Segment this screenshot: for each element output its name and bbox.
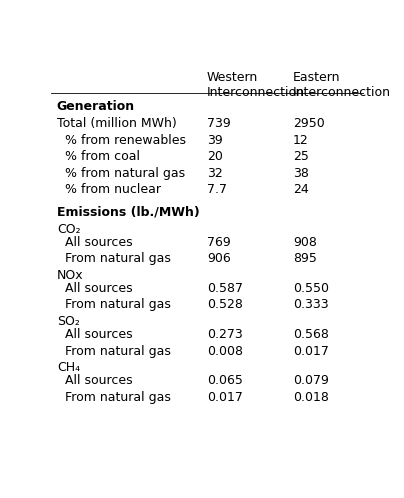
Text: 0.550: 0.550 [293,282,329,295]
Text: 0.065: 0.065 [207,374,243,387]
Text: 0.008: 0.008 [207,345,243,358]
Text: From natural gas: From natural gas [57,298,170,311]
Text: From natural gas: From natural gas [57,252,170,265]
Text: CH₄: CH₄ [57,361,80,374]
Text: 25: 25 [293,150,309,163]
Text: % from renewables: % from renewables [57,133,186,146]
Text: All sources: All sources [57,236,133,249]
Text: 0.528: 0.528 [207,298,243,311]
Text: 908: 908 [293,236,317,249]
Text: 38: 38 [293,166,309,179]
Text: 0.079: 0.079 [293,374,329,387]
Text: 0.568: 0.568 [293,328,329,341]
Text: 24: 24 [293,183,309,196]
Text: Western
Interconnection: Western Interconnection [207,71,305,99]
Text: 895: 895 [293,252,317,265]
Text: 0.587: 0.587 [207,282,243,295]
Text: 32: 32 [207,166,223,179]
Text: 0.273: 0.273 [207,328,243,341]
Text: All sources: All sources [57,282,133,295]
Text: 0.018: 0.018 [293,391,329,404]
Text: From natural gas: From natural gas [57,345,170,358]
Text: 0.017: 0.017 [293,345,329,358]
Text: 0.017: 0.017 [207,391,243,404]
Text: 2950: 2950 [293,117,325,130]
Text: Emissions (lb./MWh): Emissions (lb./MWh) [57,205,200,218]
Text: 12: 12 [293,133,309,146]
Text: Generation: Generation [57,100,135,113]
Text: Eastern
Interconnection: Eastern Interconnection [293,71,391,99]
Text: 906: 906 [207,252,231,265]
Text: Total (million MWh): Total (million MWh) [57,117,177,130]
Text: 39: 39 [207,133,223,146]
Text: % from nuclear: % from nuclear [57,183,161,196]
Text: From natural gas: From natural gas [57,391,170,404]
Text: CO₂: CO₂ [57,223,80,236]
Text: 739: 739 [207,117,231,130]
Text: 20: 20 [207,150,223,163]
Text: All sources: All sources [57,328,133,341]
Text: 7.7: 7.7 [207,183,227,196]
Text: NOx: NOx [57,269,83,282]
Text: 0.333: 0.333 [293,298,329,311]
Text: 769: 769 [207,236,231,249]
Text: All sources: All sources [57,374,133,387]
Text: % from natural gas: % from natural gas [57,166,185,179]
Text: SO₂: SO₂ [57,315,80,328]
Text: % from coal: % from coal [57,150,140,163]
